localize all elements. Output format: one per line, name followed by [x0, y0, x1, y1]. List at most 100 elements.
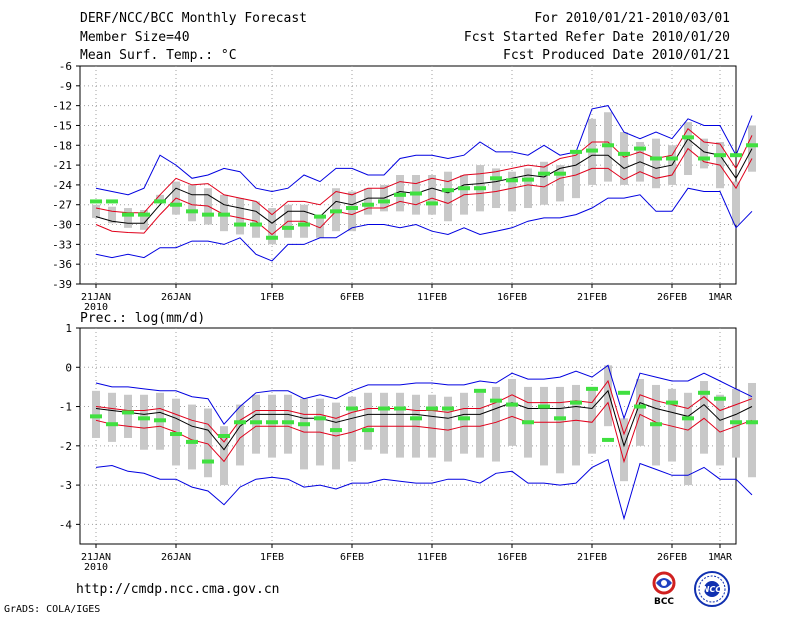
temp-ytick-label: -30	[52, 219, 72, 232]
temp-observed-marker	[682, 135, 694, 140]
prec-observed-marker	[234, 420, 246, 425]
temp-observed-marker	[586, 148, 598, 153]
prec-ytick-label: -4	[59, 518, 73, 531]
prec-spread-box	[140, 394, 148, 450]
prec-observed-marker	[618, 390, 630, 395]
temp-observed-marker	[186, 209, 198, 214]
temp-ytick-label: -24	[52, 179, 72, 192]
prec-ytick-label: 0	[65, 361, 72, 374]
prec-line-lower-spread	[95, 401, 753, 464]
fcst-produced-date: Fcst Produced Date 2010/01/21	[503, 48, 730, 63]
prec-spread-box	[348, 396, 356, 462]
prec-ytick-label: -1	[59, 401, 72, 414]
temp-observed-marker	[266, 235, 278, 240]
temp-spread-box	[348, 191, 356, 232]
prec-xtick-label: 1FEB	[260, 552, 284, 563]
temp-observed-marker	[474, 186, 486, 191]
prec-spread-box	[460, 392, 468, 454]
temp-xtick-label: 26JAN	[161, 292, 191, 303]
prec-observed-marker	[714, 396, 726, 401]
prec-observed-marker	[314, 416, 326, 421]
temp-observed-marker	[506, 178, 518, 183]
temp-observed-marker	[554, 171, 566, 176]
prec-spread-box	[428, 394, 436, 458]
temp-spread-box	[444, 171, 452, 222]
prec-observed-marker	[410, 416, 422, 421]
prec-observed-marker	[202, 459, 214, 464]
prec-observed-marker	[282, 420, 294, 425]
temp-observed-marker	[90, 199, 102, 204]
bcc-logo-icon: BCC	[652, 571, 676, 607]
temp-spread-box	[524, 168, 532, 209]
temp-spread-box	[428, 175, 436, 215]
temp-spread-box	[700, 138, 708, 169]
temp-ytick-label: -36	[52, 258, 72, 271]
prec-line-upper-spread	[95, 379, 753, 443]
prec-observed-marker	[154, 418, 166, 423]
temp-spread-box	[236, 198, 244, 235]
prec-spread-box	[604, 365, 612, 427]
temp-line-maximum	[95, 105, 753, 196]
temp-ytick-label: -15	[52, 119, 72, 132]
temp-xtick-label: 11FEB	[417, 292, 447, 303]
prec-line-maximum	[95, 364, 753, 426]
temp-ytick-label: -9	[59, 80, 72, 93]
prec-xtick-label: 26JAN	[161, 552, 191, 563]
temp-line-ensemble-mean	[95, 137, 753, 224]
temp-spread-box	[156, 194, 164, 202]
temp-line-minimum	[95, 187, 753, 262]
prec-observed-marker	[474, 388, 486, 393]
temp-ytick-label: -33	[52, 238, 72, 251]
source-url[interactable]: http://cmdp.ncc.cma.gov.cn	[76, 582, 280, 597]
temp-xtick-label: 26FEB	[657, 292, 687, 303]
temp-spread-box	[108, 206, 116, 224]
temp-observed-marker	[346, 206, 358, 211]
temp-ytick-label: -27	[52, 199, 72, 212]
prec-spread-box	[588, 386, 596, 454]
temp-observed-marker	[570, 149, 582, 154]
temp-spread-box	[620, 132, 628, 185]
temp-xtick-label: 6FEB	[340, 292, 364, 303]
ncc-logo-icon: NCC	[694, 571, 730, 607]
prec-observed-marker	[730, 420, 742, 425]
temp-observed-marker	[362, 202, 374, 207]
temp-observed-marker	[250, 222, 262, 227]
temp-spread-box	[748, 125, 756, 172]
temp-observed-marker	[746, 143, 758, 148]
prec-observed-marker	[106, 422, 118, 427]
prec-line-ensemble-mean	[95, 389, 753, 451]
temp-observed-marker	[202, 212, 214, 217]
prec-spread-box	[300, 398, 308, 470]
prec-spread-box	[220, 426, 228, 486]
prec-spread-box	[508, 379, 516, 446]
temp-xtick-label: 1FEB	[260, 292, 284, 303]
temp-spread-box	[556, 165, 564, 202]
prec-observed-marker	[698, 390, 710, 395]
prec-observed-marker	[250, 420, 262, 425]
prec-observed-marker	[442, 406, 454, 411]
temp-observed-marker	[330, 209, 342, 214]
temp-observed-marker	[234, 222, 246, 227]
prec-observed-marker	[378, 406, 390, 411]
prec-xtick-label: 11FEB	[417, 552, 447, 563]
prec-observed-marker	[186, 439, 198, 444]
temp-spread-box	[92, 204, 100, 218]
prec-observed-marker	[586, 386, 598, 391]
temp-line-lower-spread	[95, 147, 753, 236]
temp-spread-box	[140, 210, 148, 230]
prec-xtick-label: 6FEB	[340, 552, 364, 563]
temp-xtick-label: 1MAR	[708, 292, 733, 303]
precip-title: Prec.: log(mm/d)	[80, 311, 205, 326]
temp-spread-box	[540, 161, 548, 205]
prec-spread-box	[188, 404, 196, 470]
prec-observed-marker	[90, 414, 102, 419]
temp-observed-marker	[714, 153, 726, 158]
temp-spread-box	[508, 171, 516, 212]
temp-observed-marker	[698, 156, 710, 161]
prec-spread-box	[700, 381, 708, 454]
prec-observed-marker	[170, 432, 182, 437]
temp-spread-box	[492, 168, 500, 209]
prec-observed-marker	[122, 410, 134, 415]
temp-observed-marker	[730, 153, 742, 158]
